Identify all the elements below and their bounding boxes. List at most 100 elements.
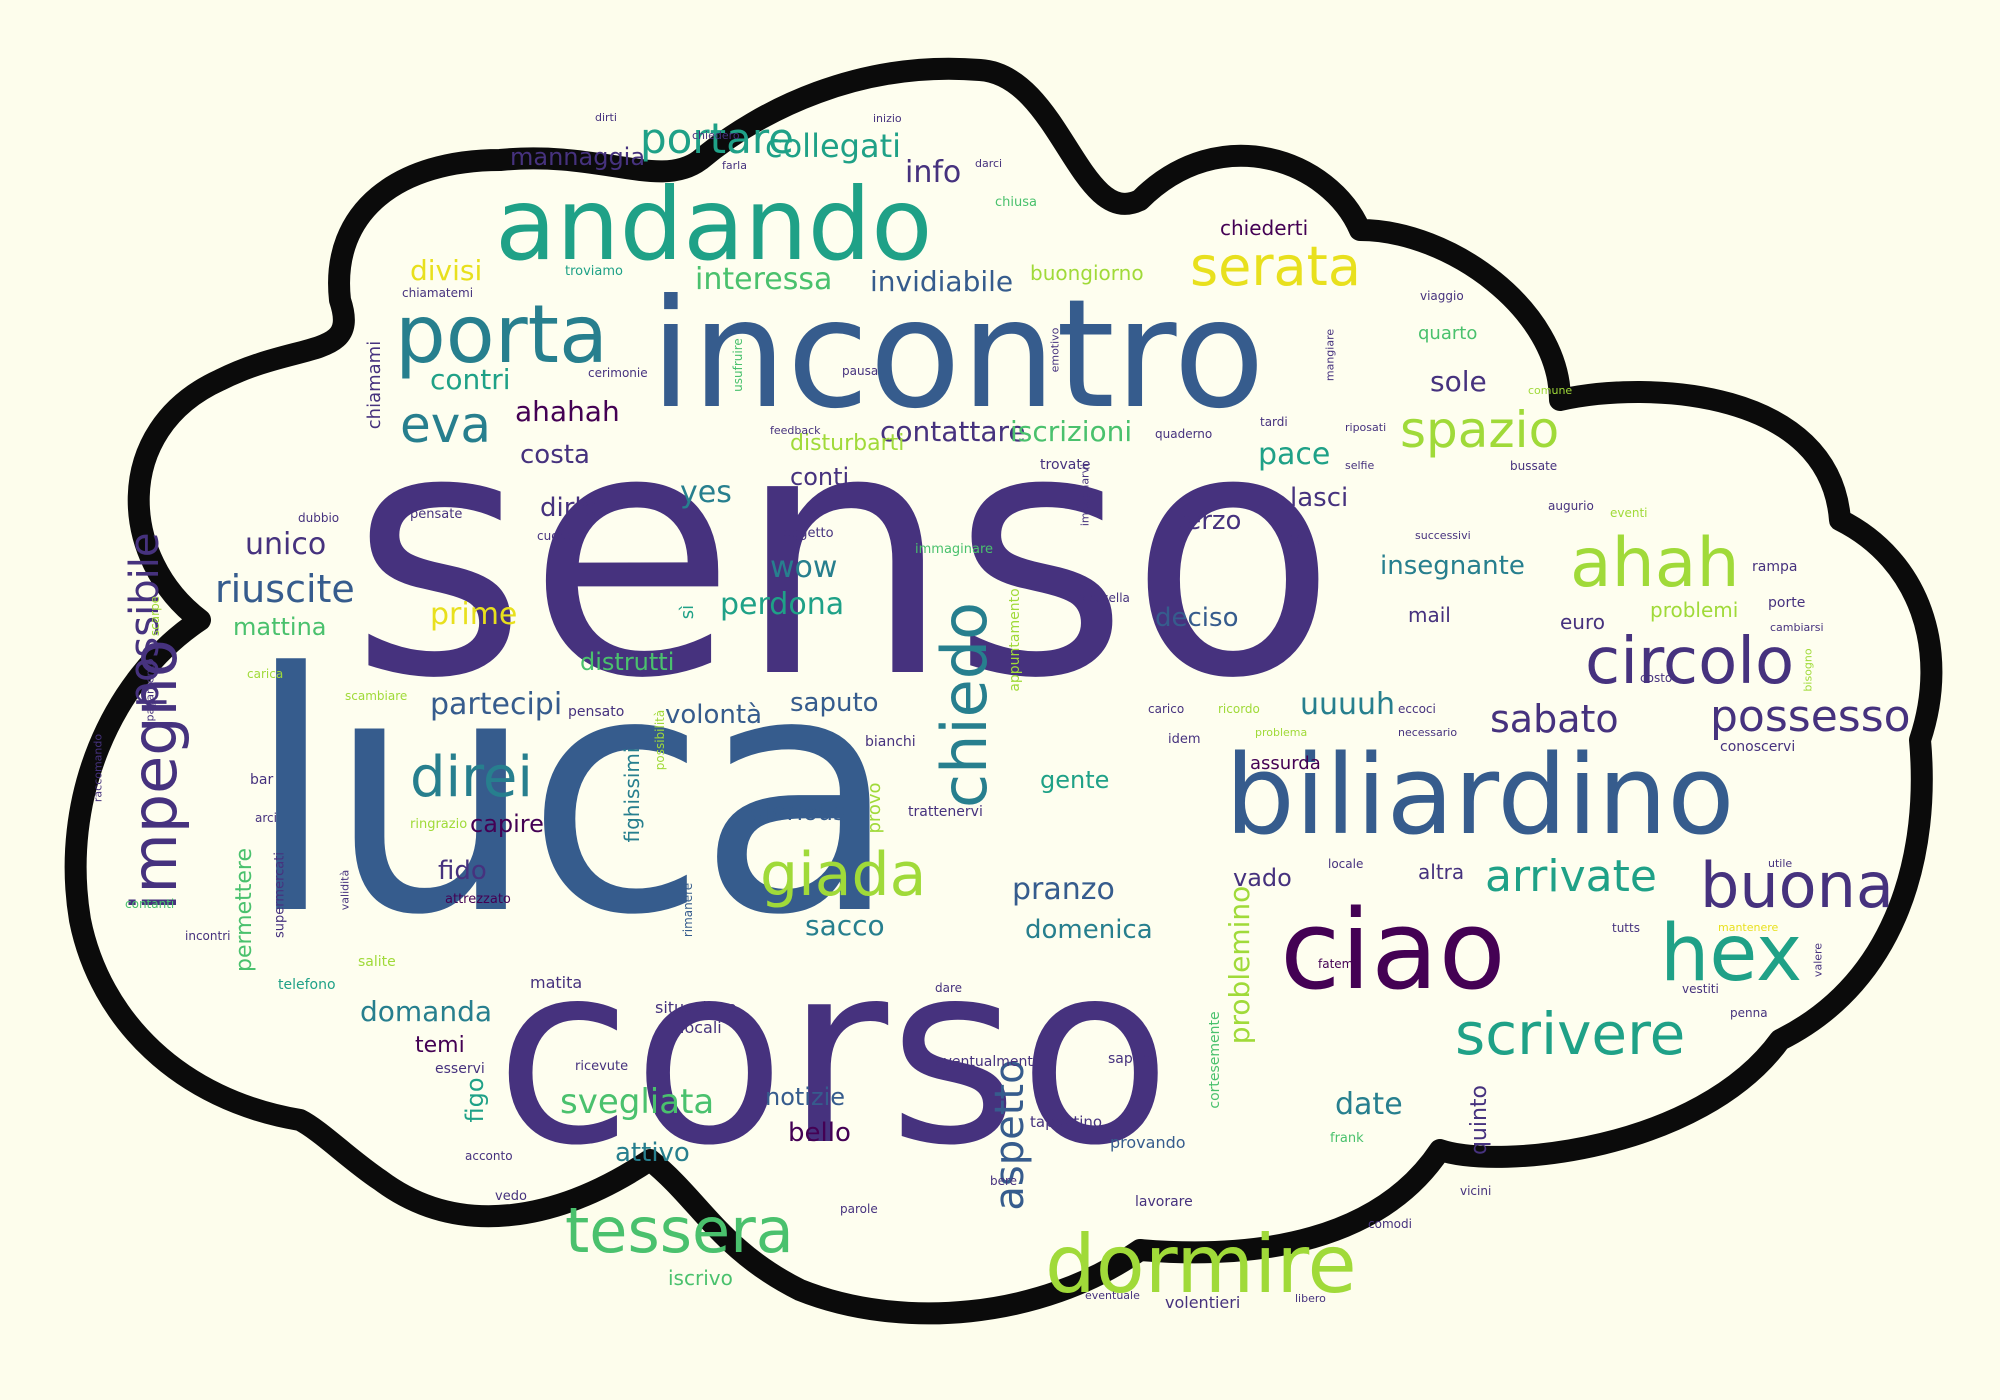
word-provo: provo bbox=[864, 782, 885, 834]
word-locali: locali bbox=[680, 1018, 722, 1037]
word-raccomando: raccomando bbox=[91, 733, 105, 803]
word-sapere: sapere bbox=[1108, 1051, 1156, 1067]
word-chiusa: chiusa bbox=[995, 195, 1037, 210]
word-domanda: domanda bbox=[360, 995, 493, 1028]
word-fatemi: fatemi bbox=[1318, 957, 1357, 971]
word-collegati: collegati bbox=[765, 127, 901, 165]
word-fighissimi: fighissimi bbox=[620, 747, 644, 843]
word-volentieri: volentieri bbox=[1165, 1293, 1241, 1312]
word-divisi: divisi bbox=[410, 254, 483, 287]
word-comune: comune bbox=[1528, 384, 1573, 397]
word-sacco: sacco bbox=[805, 909, 885, 942]
word-tardi: tardi bbox=[1260, 415, 1288, 429]
word-temi: temi bbox=[415, 1033, 465, 1058]
word-chiedero: chiedero bbox=[692, 129, 740, 142]
word-pace: pace bbox=[1258, 437, 1331, 472]
word-spazio: spazio bbox=[1400, 401, 1560, 459]
word-appuntamento: appuntamento bbox=[1007, 588, 1023, 692]
word-svegliata: svegliata bbox=[560, 1082, 715, 1122]
word-perdona: perdona bbox=[720, 587, 845, 622]
word-eccoci: eccoci bbox=[1398, 702, 1436, 716]
word-idem: idem bbox=[1168, 732, 1201, 747]
word-bisogno: bisogno bbox=[1801, 648, 1815, 692]
word-feedback: feedback bbox=[770, 424, 821, 437]
word-date: date bbox=[1335, 1087, 1403, 1122]
word-pranzo: pranzo bbox=[1012, 872, 1115, 907]
word-buona: buona bbox=[1700, 849, 1894, 922]
word-quaderno: quaderno bbox=[1155, 427, 1213, 441]
word-bello: bello bbox=[788, 1118, 851, 1148]
word-unico: unico bbox=[245, 527, 327, 562]
word-possesso: possesso bbox=[1710, 691, 1911, 742]
word-sole: sole bbox=[1430, 365, 1487, 398]
word-comodi: comodi bbox=[1368, 1217, 1412, 1231]
word-tappetino: tappetino bbox=[1030, 1113, 1103, 1131]
word-contattare: contattare bbox=[880, 415, 1026, 448]
word-insegnante: insegnante bbox=[1380, 551, 1525, 581]
word-attrezzato: attrezzato bbox=[445, 892, 511, 907]
word-vado: vado bbox=[1233, 864, 1292, 892]
word-figo: figo bbox=[461, 1077, 489, 1123]
word-vicini: vicini bbox=[1460, 1184, 1492, 1198]
word-ringrazio: ringrazio bbox=[410, 817, 468, 832]
word-direi: direi bbox=[410, 745, 533, 810]
word-deciso: deciso bbox=[1155, 603, 1239, 633]
word-penna: penna bbox=[1730, 1006, 1768, 1020]
word-parole: parole bbox=[840, 1202, 878, 1216]
word-altra: altra bbox=[1418, 860, 1465, 884]
word-glorious: glorious bbox=[750, 798, 846, 826]
word-iscrizioni: iscrizioni bbox=[1010, 415, 1133, 448]
word-riuscite: riuscite bbox=[215, 567, 355, 611]
word-chiedo: chiedo bbox=[928, 601, 1001, 809]
word-supermercati: supermercati bbox=[272, 852, 288, 938]
word-serata: serata bbox=[1190, 235, 1361, 298]
word-rimanere: rimanere bbox=[681, 882, 695, 938]
word-augurio: augurio bbox=[1548, 499, 1594, 513]
word-acconto: acconto bbox=[465, 1149, 513, 1163]
word-ahahah: ahahah bbox=[515, 395, 620, 428]
word-andando: andando bbox=[495, 166, 933, 283]
word-fido: fido bbox=[438, 856, 487, 886]
word-corso: corso bbox=[495, 909, 1172, 1200]
word-gente: gente bbox=[1040, 766, 1110, 794]
word-impegnarvi: impegnarvi bbox=[1078, 463, 1092, 527]
word-ahah: ahah bbox=[1570, 524, 1740, 603]
word-matita: matita bbox=[530, 973, 583, 992]
word-inizio: inizio bbox=[873, 112, 902, 125]
word-info: info bbox=[905, 155, 962, 190]
word-costa: costa bbox=[520, 440, 590, 470]
word-interessa: interessa bbox=[695, 262, 833, 297]
word-terzo: terzo bbox=[1175, 506, 1242, 536]
word-notizie: notizie bbox=[765, 1083, 846, 1111]
word-dubbio: dubbio bbox=[298, 511, 340, 525]
word-pensate: pensate bbox=[410, 507, 463, 522]
word-trovate: trovate bbox=[1040, 457, 1091, 473]
word-possibilità: possibilità bbox=[653, 709, 667, 771]
word-mattina: mattina bbox=[233, 613, 327, 641]
word-quarto: quarto bbox=[1418, 323, 1478, 344]
word-chiamami: chiamami bbox=[364, 340, 385, 430]
word-dare: dare bbox=[935, 981, 963, 995]
word-dormire: dormire bbox=[1045, 1218, 1357, 1311]
word-mangiare: mangiare bbox=[1323, 328, 1337, 382]
word-cerimonie: cerimonie bbox=[588, 366, 648, 380]
word-yes: yes bbox=[680, 475, 732, 510]
word-carica: carica bbox=[247, 667, 284, 681]
word-volontà: volontà bbox=[665, 700, 763, 730]
word-porta: porta bbox=[395, 288, 609, 381]
word-prime: prime bbox=[430, 597, 518, 632]
word-incontro: incontro bbox=[650, 268, 1266, 442]
word-costo: costo bbox=[1640, 671, 1673, 685]
word-biliardino: biliardino bbox=[1225, 731, 1735, 859]
word-validità: validità bbox=[338, 869, 352, 911]
word-circolo: circolo bbox=[1585, 625, 1795, 699]
word-distrutti: distrutti bbox=[580, 648, 675, 676]
word-dirti: dirti bbox=[595, 111, 617, 124]
word-vedo: vedo bbox=[495, 1189, 527, 1204]
word-telefono: telefono bbox=[278, 977, 336, 993]
word-domenica: domenica bbox=[1025, 915, 1153, 945]
word-viaggio: viaggio bbox=[1420, 289, 1464, 303]
word-assurda: assurda bbox=[1250, 753, 1321, 774]
